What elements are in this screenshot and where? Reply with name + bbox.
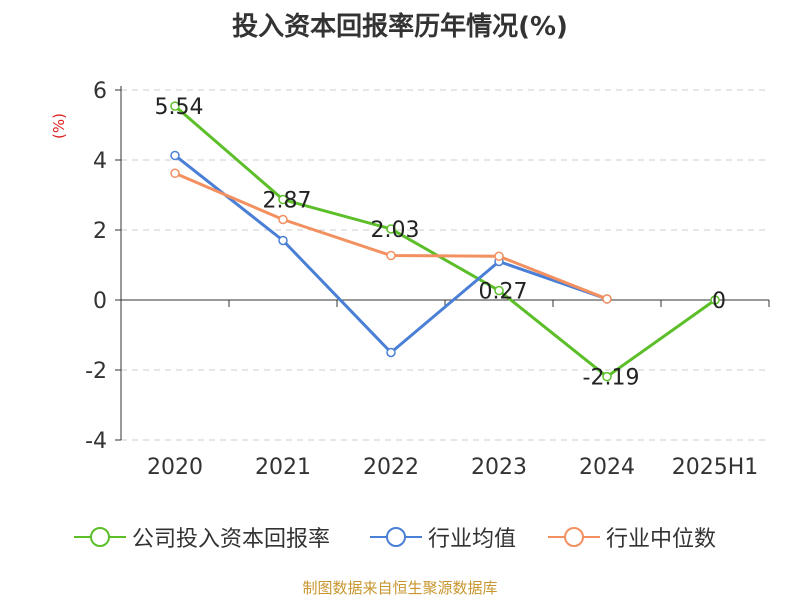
data-label: 0.27	[479, 280, 528, 305]
data-point	[602, 294, 612, 304]
data-point	[494, 285, 504, 296]
data-point	[170, 101, 180, 111]
legend-label-industry-mean: 行业均值	[428, 527, 517, 552]
data-point	[602, 371, 612, 382]
data-point	[170, 150, 180, 161]
data-label: 2.03	[371, 218, 420, 243]
legend-item-industry-median[interactable]: 行业中位数	[548, 520, 716, 554]
y-tick-label: 6	[93, 79, 107, 104]
data-point	[386, 347, 396, 358]
series-line-0	[174, 104, 716, 379]
data-label: 0	[712, 289, 726, 314]
y-tick-label: 0	[93, 289, 107, 314]
y-tick-label: -4	[85, 429, 107, 454]
legend-label-industry-median: 行业中位数	[606, 527, 717, 552]
legend-marker-company	[74, 527, 126, 547]
data-point	[494, 251, 504, 261]
source-note: 制图数据来自恒生聚源数据库	[302, 579, 498, 597]
x-tick-label: 2024	[579, 455, 635, 480]
x-tick-label: 2021	[255, 455, 311, 480]
data-point	[170, 168, 180, 179]
legend-item-industry-mean[interactable]: 行业均值	[370, 520, 516, 554]
x-tick-label: 2025H1	[672, 455, 759, 480]
y-axis-label: (%)	[50, 113, 68, 139]
data-label: -2.19	[583, 366, 640, 391]
data-label: 2.87	[263, 189, 312, 214]
data-point	[710, 295, 720, 305]
x-tick-label: 2023	[471, 455, 527, 480]
legend-marker-industry-median	[548, 527, 600, 547]
data-point	[386, 250, 396, 261]
legend-marker-industry-mean	[370, 527, 422, 547]
y-tick-label: 4	[93, 149, 107, 174]
data-point	[278, 214, 288, 225]
data-point	[278, 194, 288, 205]
x-tick-label: 2022	[363, 455, 419, 480]
x-tick-label: 2020	[147, 455, 203, 480]
data-label: 5.54	[155, 95, 204, 120]
y-tick-label: 2	[93, 219, 107, 244]
data-point	[386, 224, 396, 234]
data-point	[278, 235, 288, 246]
legend-label-company: 公司投入资本回报率	[132, 527, 331, 552]
legend-item-company[interactable]: 公司投入资本回报率	[74, 520, 330, 554]
chart-title: 投入资本回报率历年情况(%)	[232, 12, 568, 42]
y-tick-label: -2	[85, 359, 107, 384]
